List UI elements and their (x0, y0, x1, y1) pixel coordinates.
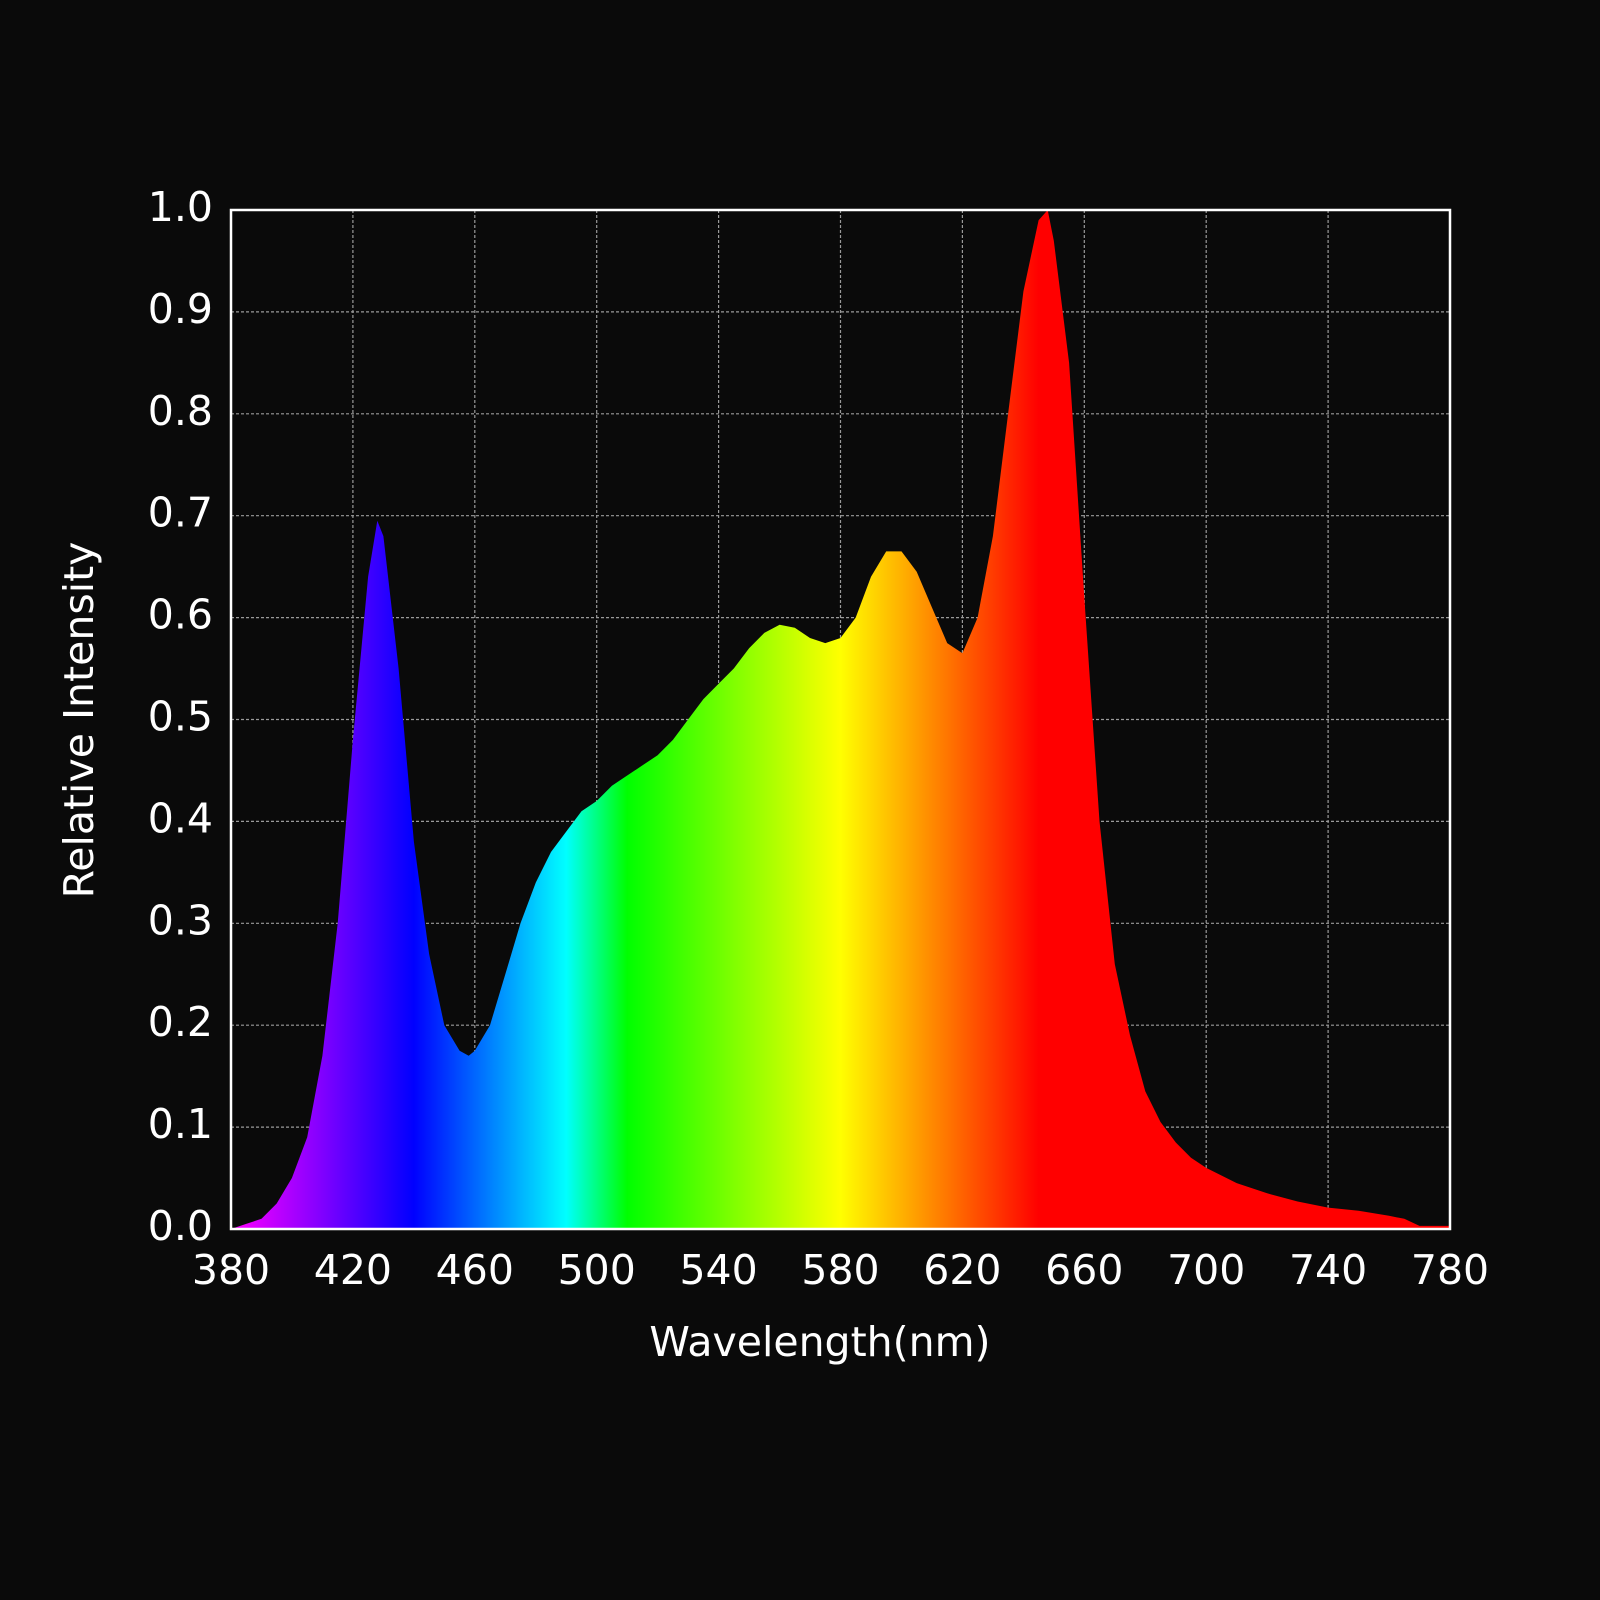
y-tick-label: 0.0 (148, 1202, 213, 1250)
y-axis-label: Relative Intensity (55, 542, 103, 899)
y-tick-label: 0.2 (148, 998, 213, 1046)
x-tick-label: 380 (192, 1246, 270, 1294)
x-tick-label: 740 (1289, 1246, 1367, 1294)
x-tick-label: 700 (1167, 1246, 1245, 1294)
y-tick-label: 0.1 (148, 1100, 213, 1148)
x-tick-label: 540 (679, 1246, 757, 1294)
y-tick-label: 0.4 (148, 794, 213, 842)
y-tick-label: 0.8 (148, 387, 213, 435)
y-tick-label: 0.7 (148, 489, 213, 537)
plot-frame (229, 208, 1452, 1231)
y-tick-label: 0.6 (148, 591, 213, 639)
y-tick-label: 0.3 (148, 896, 213, 944)
x-axis-label: Wavelength(nm) (649, 1318, 990, 1366)
x-tick-label: 460 (436, 1246, 514, 1294)
y-tick-label: 1.0 (148, 183, 213, 231)
x-tick-label: 660 (1045, 1246, 1123, 1294)
y-tick-label: 0.9 (148, 285, 213, 333)
y-tick-label: 0.5 (148, 693, 213, 741)
spectrum-area (231, 210, 1450, 1229)
x-tick-label: 420 (314, 1246, 392, 1294)
x-tick-label: 780 (1411, 1246, 1489, 1294)
x-tick-label: 500 (558, 1246, 636, 1294)
x-tick-label: 580 (801, 1246, 879, 1294)
x-tick-label: 620 (923, 1246, 1001, 1294)
